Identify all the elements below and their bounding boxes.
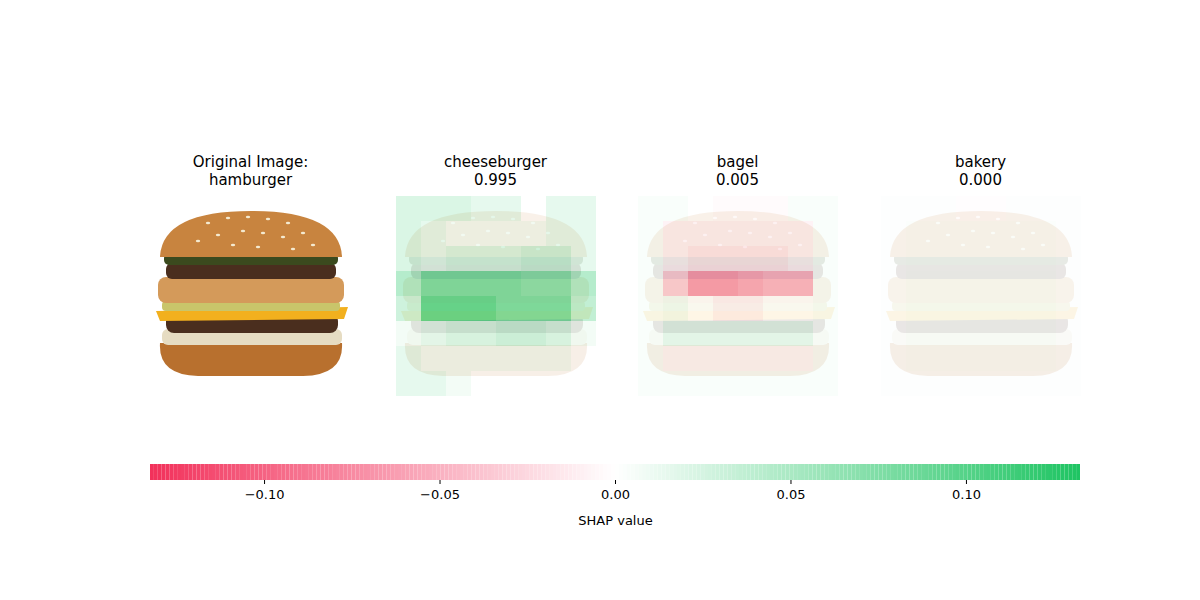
html-text:0.005: 0.005 <box>716 171 759 189</box>
svg-text:0.10: 0.10 <box>952 487 981 502</box>
html-text:0.000: 0.000 <box>959 171 1002 189</box>
html-text:Original Image:: Original Image: <box>192 153 309 171</box>
svg-text:0.05: 0.05 <box>776 487 805 502</box>
html-text:bakery: bakery <box>954 153 1007 171</box>
svg-text:0.00: 0.00 <box>601 487 630 502</box>
svg-text:−0.05: −0.05 <box>420 487 460 502</box>
html-text:hamburger: hamburger <box>208 171 293 189</box>
html-text:bagel: bagel <box>716 153 759 171</box>
svg-text:SHAP value: SHAP value <box>578 513 652 528</box>
svg-text:−0.10: −0.10 <box>245 487 285 502</box>
html-text:cheeseburger: cheeseburger <box>443 153 547 171</box>
html-text:0.995: 0.995 <box>474 171 517 189</box>
